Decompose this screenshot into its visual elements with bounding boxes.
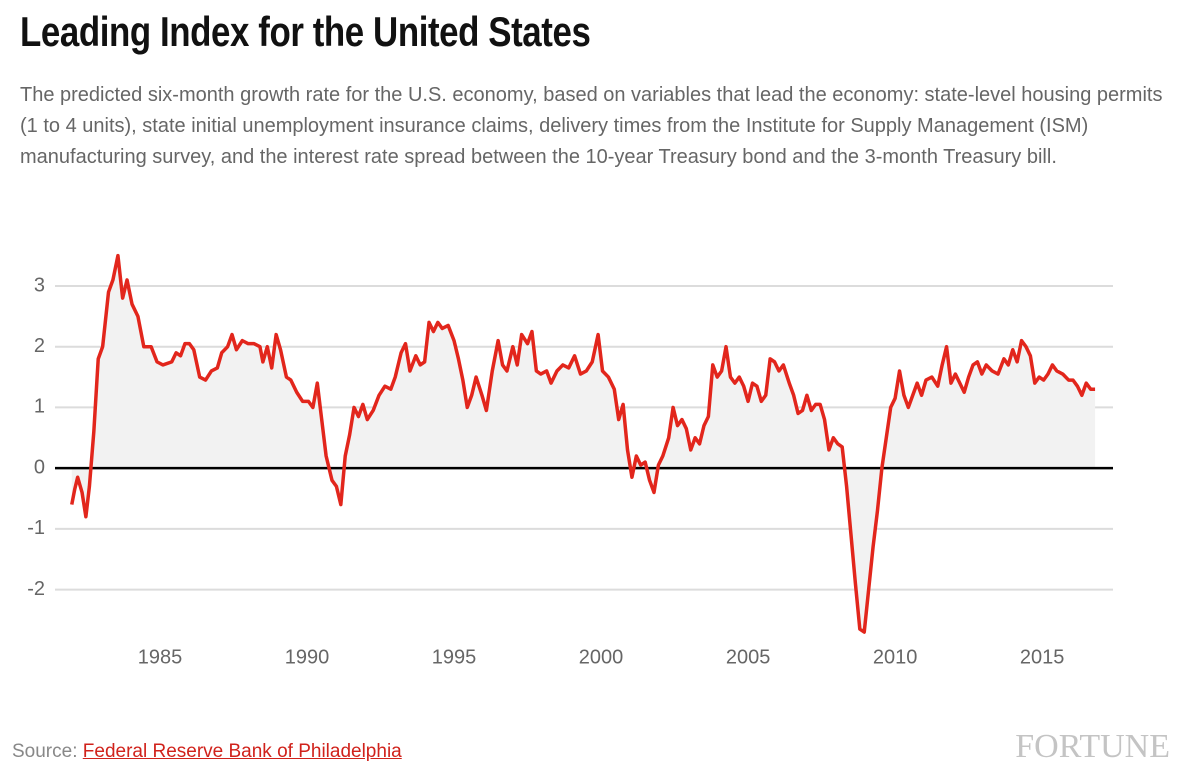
x-tick-label: 2005 xyxy=(726,646,771,668)
y-tick-label: -2 xyxy=(27,578,45,600)
y-tick-label: 2 xyxy=(34,335,45,357)
area xyxy=(71,255,1096,633)
x-tick-label: 1985 xyxy=(138,646,183,668)
x-tick-label: 1995 xyxy=(432,646,477,668)
line xyxy=(70,253,1096,634)
logo: FORTUNE xyxy=(1015,728,1170,765)
subtitle: The predicted six-month growth rate for … xyxy=(20,84,1163,168)
x-tick-label: 2000 xyxy=(579,646,624,668)
source-link[interactable]: Federal Reserve Bank of Philadelphia xyxy=(82,741,402,762)
y-tick-label: 0 xyxy=(34,456,45,478)
y-tick-label: 1 xyxy=(34,396,45,418)
title: Leading Index for the United States xyxy=(20,8,591,55)
x-tick-label: 2015 xyxy=(1020,646,1065,668)
x-tick-label: 1990 xyxy=(285,646,330,668)
y-tick-label: 3 xyxy=(34,274,45,296)
x-tick-label: 2010 xyxy=(873,646,918,668)
source-label: Source: xyxy=(12,741,78,762)
source: Source: Federal Reserve Bank of Philadel… xyxy=(12,741,402,763)
y-tick-label: -1 xyxy=(27,517,45,539)
